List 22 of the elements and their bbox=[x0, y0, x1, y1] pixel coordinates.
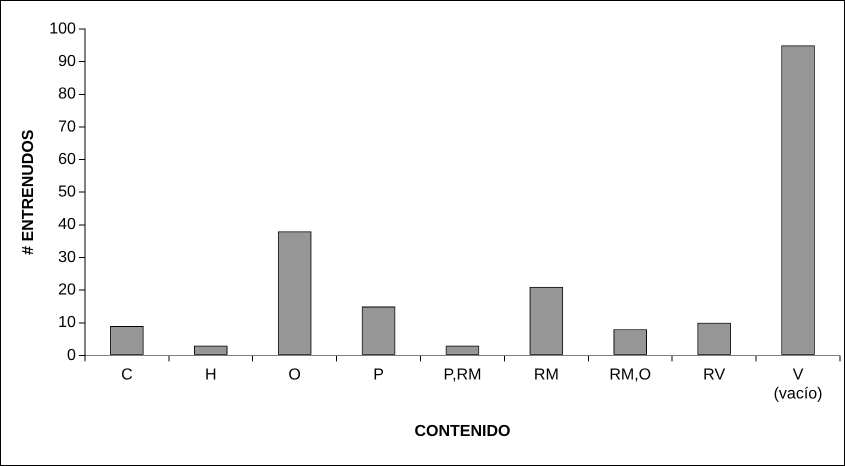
x-tick-label: O bbox=[288, 366, 301, 384]
x-tick-label: P,RM bbox=[443, 366, 482, 384]
y-tick-label: 50 bbox=[58, 184, 76, 201]
y-tick-label: 90 bbox=[58, 53, 76, 70]
y-tick-label: 30 bbox=[58, 248, 76, 266]
y-tick-label: 20 bbox=[58, 282, 76, 299]
x-tick-label: RM,O bbox=[609, 366, 652, 384]
y-tick-label: 10 bbox=[58, 314, 76, 332]
y-tick-label: 40 bbox=[58, 216, 76, 234]
y-tick-label: 0 bbox=[66, 346, 76, 364]
x-tick-label: RM bbox=[534, 366, 559, 384]
x-axis-title: CONTENIDO bbox=[414, 422, 510, 440]
y-tick-label: 100 bbox=[49, 20, 76, 38]
y-tick-label: 60 bbox=[58, 150, 76, 168]
x-tick-label: C bbox=[121, 366, 133, 384]
x-tick-label: V (vacío) bbox=[774, 366, 823, 403]
x-tick-label: P bbox=[373, 366, 384, 384]
y-tick-label: 70 bbox=[58, 118, 76, 136]
y-tick-label: 80 bbox=[58, 86, 76, 103]
x-tick-label: RV bbox=[703, 366, 726, 384]
x-tick-label: H bbox=[204, 366, 217, 384]
y-axis-title: # ENTRENUDOS bbox=[20, 129, 38, 255]
